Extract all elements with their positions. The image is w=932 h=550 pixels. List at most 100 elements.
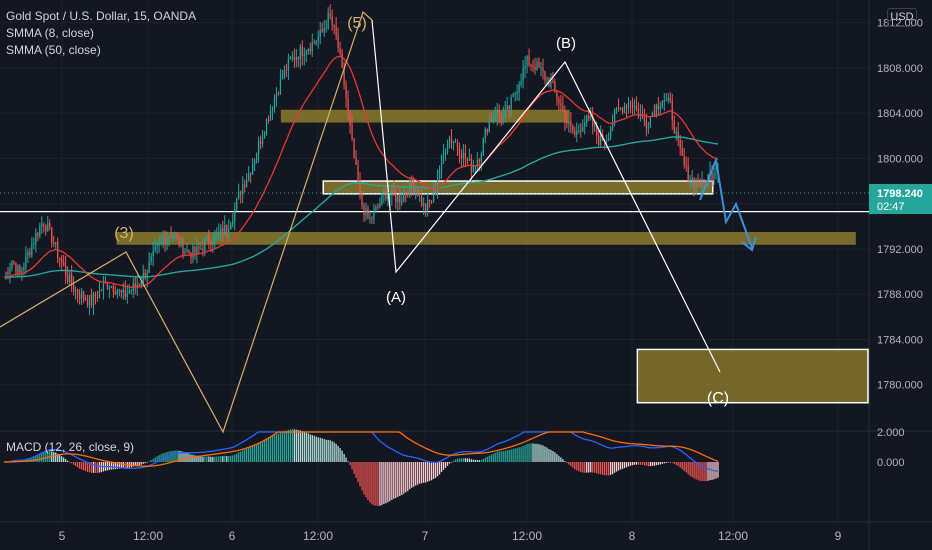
candle-body [331,16,333,26]
macd-histogram-bar [389,462,391,502]
candle-body [88,295,91,306]
macd-histogram-bar [609,462,612,475]
candle-body [446,144,449,153]
candle-body [401,200,403,203]
macd-histogram-bar [685,462,687,473]
support-zone [116,231,856,245]
macd-histogram-bar [647,462,650,467]
candle-body [653,113,656,116]
candle-body [448,138,451,145]
candle-body [206,236,208,240]
candle-body [440,155,443,170]
macd-histogram-bar [397,462,399,497]
macd-histogram-bar [88,462,91,473]
candle-body [605,140,608,142]
macd-histogram-bar [649,462,652,467]
candle-body [49,223,51,228]
macd-histogram-bar [323,439,325,462]
candle-body [220,228,222,233]
macd-histogram-bar [289,429,292,462]
macd-histogram-bar [675,462,677,465]
candle-body [253,160,256,165]
smma-50-label[interactable]: SMMA (50, close) [6,43,101,57]
candle-body [21,270,23,273]
candle-body [45,225,47,232]
candle-body [623,105,626,113]
symbol-title[interactable]: Gold Spot / U.S. Dollar, 15, OANDA [6,9,197,23]
currency-label[interactable]: USD [887,8,917,27]
macd-histogram-bar [303,431,305,462]
candle-body [299,46,301,60]
macd-histogram-bar [202,456,204,462]
macd-histogram-bar [659,462,661,465]
candle-body [226,225,228,232]
candle-body [136,285,138,287]
candle-body [80,291,83,299]
macd-histogram-bar [27,458,29,462]
candle-body [244,184,246,187]
macd-histogram-bar [679,462,681,468]
candle-body [347,98,349,111]
candle-body [675,131,677,133]
candle-body [202,248,204,252]
macd-histogram-bar [214,456,216,462]
macd-histogram-bar [506,450,508,462]
macd-histogram-bar [423,462,425,483]
macd-histogram-bar [421,462,423,484]
macd-histogram-bar [448,462,451,464]
candle-body [257,141,260,154]
candle-body [323,28,325,32]
candle-body [486,128,488,133]
macd-histogram-bar [588,462,590,473]
candle-body [371,218,373,220]
macd-histogram-bar [218,456,220,462]
x-tick-label: 5 [59,529,66,543]
candle-body [450,138,453,143]
candle-body [76,290,79,295]
candle-body [564,110,566,122]
macd-histogram-bar [391,462,393,500]
candle-body [174,235,176,238]
macd-histogram-bar [476,459,478,462]
candle-body [522,68,524,81]
y-tick-label: 1792.000 [877,244,923,256]
macd-histogram-bar [279,432,282,462]
macd-histogram-bar [271,436,274,462]
candle-body [566,121,568,124]
candle-body [47,223,49,232]
candle-body [520,80,522,85]
candle-body [230,224,232,230]
x-tick-label: 7 [422,529,429,543]
candle-body [472,166,475,172]
macd-histogram-bar [357,462,359,483]
candle-body [15,263,17,273]
wave-label: (C) [707,390,729,407]
candle-body [188,250,190,253]
wave-label: (A) [386,289,406,306]
macd-histogram-bar [403,462,405,494]
candle-body [176,235,178,238]
candle-body [291,56,294,58]
macd-histogram-bar [196,455,198,462]
candle-body [494,116,496,118]
macd-histogram-bar [265,438,268,462]
x-tick-label: 9 [835,529,842,543]
macd-histogram-bar [353,462,355,474]
candle-body [689,179,691,181]
macd-histogram-bar [273,435,276,462]
macd-histogram-bar [637,462,640,465]
candle-body [249,173,252,175]
candle-body [196,246,198,254]
candle-body [104,282,107,284]
macd-legend[interactable]: MACD (12, 26, close, 9) [6,440,135,454]
macd-histogram-bar [134,462,136,467]
candle-body [590,116,592,119]
candle-body [413,186,415,194]
macd-histogram-bar [594,462,596,473]
macd-histogram-bar [132,462,134,467]
macd-histogram-bar [619,462,622,470]
candle-body [210,242,212,244]
smma-8-label[interactable]: SMMA (8, close) [6,26,95,40]
candle-body [361,191,363,206]
